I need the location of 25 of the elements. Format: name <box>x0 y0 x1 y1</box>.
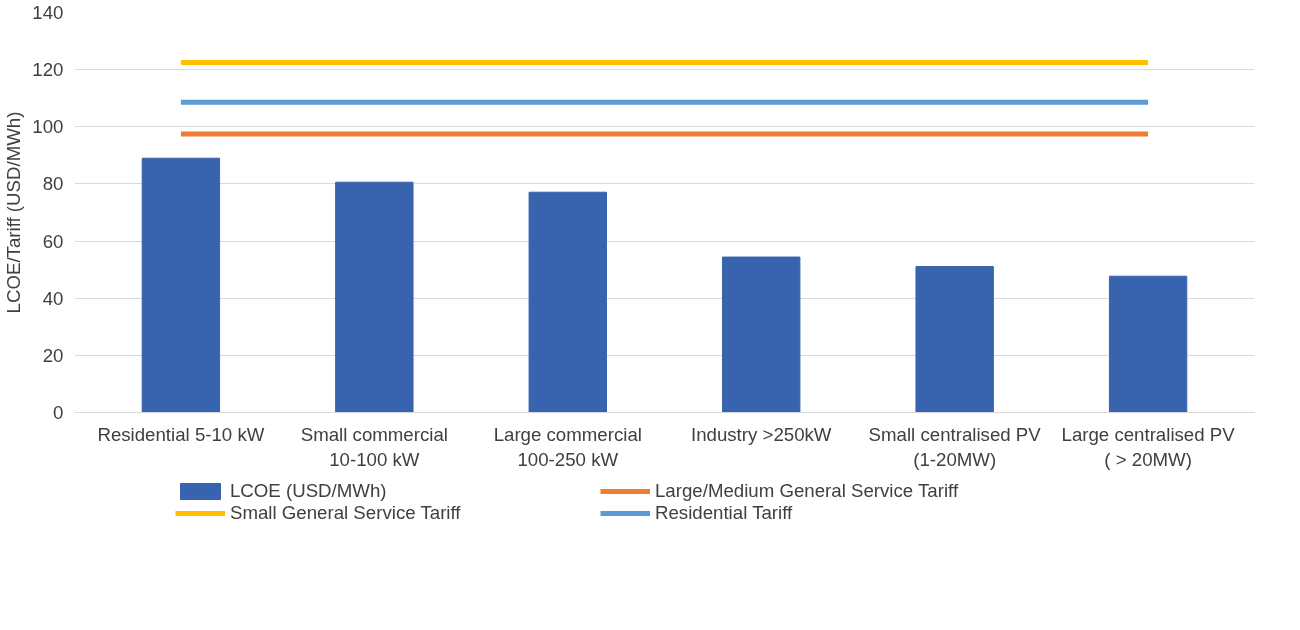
x-tick-label: Small centralised PV (1-20MW) <box>868 423 1042 470</box>
y-tick-label: 100 <box>32 116 64 138</box>
legend-label: Residential Tariff <box>654 502 794 524</box>
bar <box>335 181 414 413</box>
bar <box>528 191 607 413</box>
y-tick-label: 20 <box>42 344 64 366</box>
legend-label: Large/Medium General Service Tariff <box>654 480 960 502</box>
legend-label: Small General Service Tariff <box>229 502 462 524</box>
y-tick-label: 80 <box>42 173 64 195</box>
x-tick-label: Small commercial 10-100 kW <box>300 423 448 470</box>
bar <box>722 256 801 413</box>
bar <box>141 157 221 413</box>
y-tick-label: 60 <box>42 230 64 252</box>
y-tick-label: 140 <box>32 2 64 23</box>
bar <box>1108 275 1188 413</box>
y-axis-title: LCOE/Tariff (USD/MWh) <box>3 111 25 314</box>
legend-label: LCOE (USD/MWh) <box>229 480 388 502</box>
x-tick-label: Industry >250kW <box>690 423 832 445</box>
x-tick-label: Residential 5-10 kW <box>97 423 265 445</box>
y-tick-label: 0 <box>53 402 64 423</box>
x-tick-label: Large centralised PV ( > 20MW) <box>1061 423 1236 470</box>
y-tick-label: 40 <box>42 287 64 309</box>
x-tick-label: Large commercial 100-250 kW <box>493 423 642 470</box>
y-tick-label: 120 <box>32 59 64 81</box>
bar <box>915 266 994 413</box>
